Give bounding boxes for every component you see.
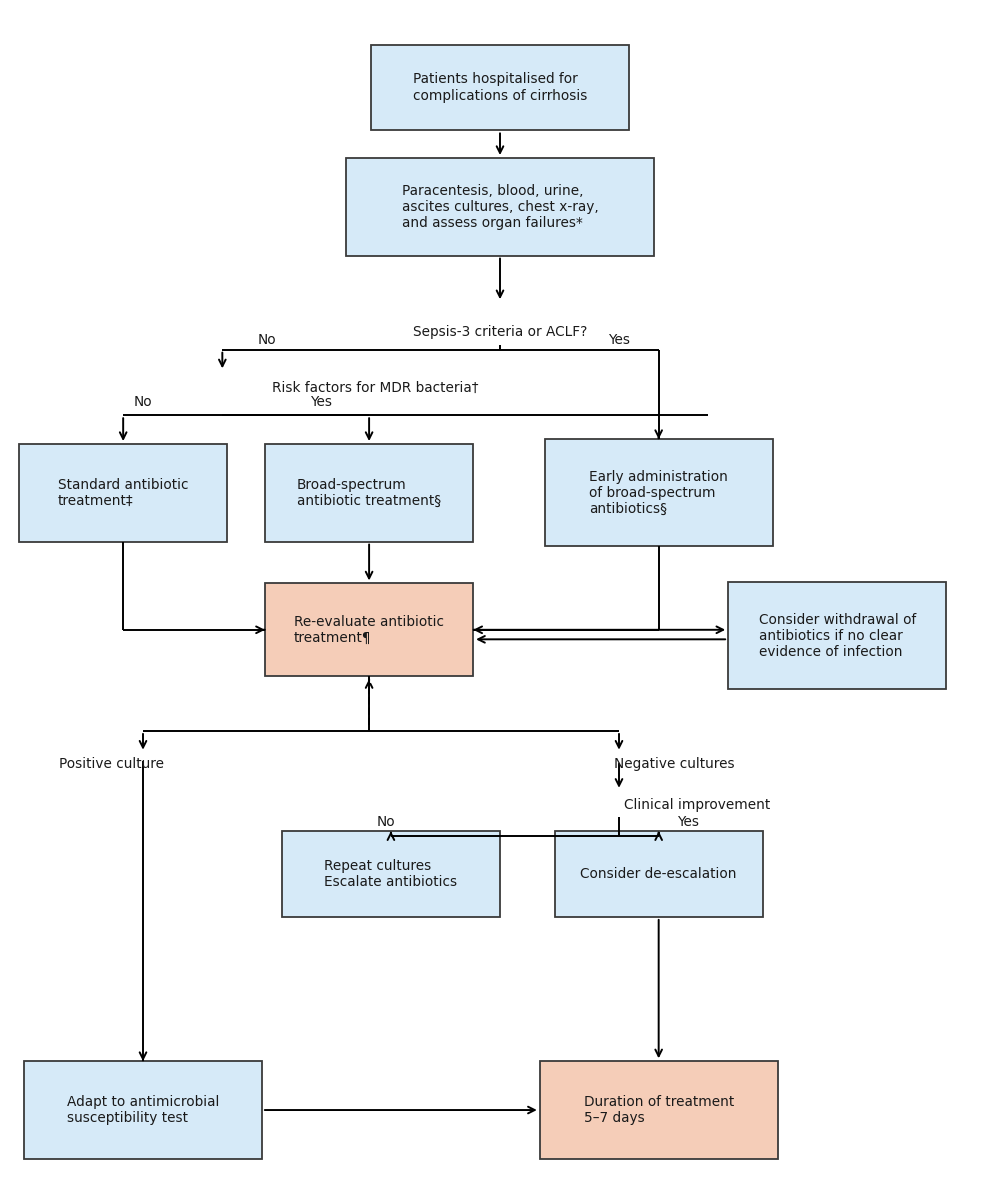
Text: Repeat cultures
Escalate antibiotics: Repeat cultures Escalate antibiotics xyxy=(324,859,457,889)
Text: Yes: Yes xyxy=(608,334,630,347)
Text: Consider de-escalation: Consider de-escalation xyxy=(580,868,737,881)
Text: Sepsis-3 criteria or ACLF?: Sepsis-3 criteria or ACLF? xyxy=(413,325,587,338)
Text: Risk factors for MDR bacteria†: Risk factors for MDR bacteria† xyxy=(272,380,478,395)
Text: Consider withdrawal of
antibiotics if no clear
evidence of infection: Consider withdrawal of antibiotics if no… xyxy=(759,612,916,659)
FancyBboxPatch shape xyxy=(728,582,946,689)
Text: Clinical improvement: Clinical improvement xyxy=(624,798,770,812)
FancyBboxPatch shape xyxy=(371,44,629,131)
Text: Negative cultures: Negative cultures xyxy=(614,757,735,772)
Text: Re-evaluate antibiotic
treatment¶: Re-evaluate antibiotic treatment¶ xyxy=(294,614,444,644)
FancyBboxPatch shape xyxy=(346,158,654,256)
FancyBboxPatch shape xyxy=(540,1061,778,1159)
Text: Yes: Yes xyxy=(677,815,699,829)
FancyBboxPatch shape xyxy=(24,1061,262,1159)
Text: Broad-spectrum
antibiotic treatment§: Broad-spectrum antibiotic treatment§ xyxy=(297,478,441,508)
FancyBboxPatch shape xyxy=(19,444,227,541)
Text: Patients hospitalised for
complications of cirrhosis: Patients hospitalised for complications … xyxy=(413,72,587,103)
FancyBboxPatch shape xyxy=(265,444,473,541)
Text: Adapt to antimicrobial
susceptibility test: Adapt to antimicrobial susceptibility te… xyxy=(67,1094,219,1126)
Text: Positive culture: Positive culture xyxy=(59,757,164,772)
FancyBboxPatch shape xyxy=(265,583,473,677)
FancyBboxPatch shape xyxy=(282,832,500,917)
Text: No: No xyxy=(258,334,276,347)
FancyBboxPatch shape xyxy=(545,439,773,546)
Text: Paracentesis, blood, urine,
ascites cultures, chest x-ray,
and assess organ fail: Paracentesis, blood, urine, ascites cult… xyxy=(402,184,598,230)
Text: Yes: Yes xyxy=(311,395,333,409)
Text: Standard antibiotic
treatment‡: Standard antibiotic treatment‡ xyxy=(58,478,188,508)
Text: No: No xyxy=(134,395,152,409)
Text: Duration of treatment
5–7 days: Duration of treatment 5–7 days xyxy=(584,1094,734,1126)
FancyBboxPatch shape xyxy=(555,832,763,917)
Text: No: No xyxy=(377,815,395,829)
Text: Early administration
of broad-spectrum
antibiotics§: Early administration of broad-spectrum a… xyxy=(589,469,728,516)
